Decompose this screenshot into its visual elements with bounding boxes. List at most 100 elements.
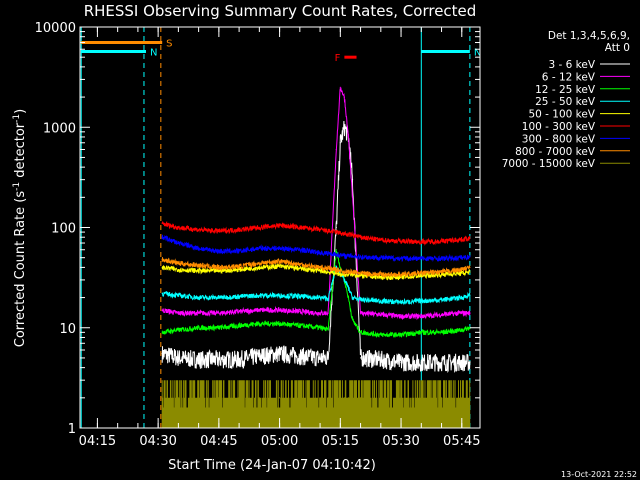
data-point [299, 267, 301, 270]
data-point [420, 331, 422, 333]
data-point [177, 397, 179, 399]
data-point [440, 397, 443, 399]
data-point [347, 255, 350, 257]
data-point [327, 357, 329, 359]
data-point [420, 315, 422, 317]
series-trace [161, 234, 471, 263]
data-point [351, 271, 354, 273]
data-point [299, 295, 301, 298]
data-point [339, 254, 341, 256]
data-point [258, 323, 260, 325]
x-tick-label: 04:30 [139, 434, 176, 449]
data-point [335, 269, 337, 271]
data-point [198, 229, 200, 231]
data-point [343, 279, 345, 281]
data-point [343, 271, 345, 273]
legend-label: 800 - 7000 keV [515, 146, 596, 158]
legend-label: 300 - 800 keV [522, 133, 596, 145]
series-800-7000kev [161, 257, 471, 278]
data-point [343, 233, 345, 235]
data-point [351, 397, 354, 399]
data-point [469, 361, 471, 364]
data-point [258, 266, 260, 268]
data-point [218, 230, 220, 232]
data-point [335, 226, 337, 229]
data-point [177, 226, 179, 229]
data-point [469, 266, 471, 268]
data-point [461, 257, 463, 259]
data-point [177, 294, 179, 297]
data-point [335, 249, 337, 251]
data-point [278, 260, 281, 262]
data-point [177, 262, 179, 264]
data-point [299, 249, 301, 251]
series-300-800kev [161, 234, 471, 263]
data-point [359, 272, 362, 274]
axes: 1 10 100 1000 10000 04:15 04:30 04:45 05:00 05:15… [35, 21, 481, 449]
data-point [347, 233, 350, 236]
data-point [198, 359, 200, 361]
data-point [359, 357, 362, 359]
data-point [319, 327, 321, 329]
data-point [461, 329, 463, 331]
data-point [461, 312, 463, 314]
data-point [420, 257, 422, 260]
data-point [161, 222, 163, 224]
data-point [440, 257, 443, 260]
data-point [351, 196, 354, 198]
series-trace [161, 380, 471, 428]
x-tick-label: 05:15 [322, 434, 359, 449]
data-point [161, 353, 163, 355]
data-point [218, 327, 220, 329]
data-point [380, 397, 382, 399]
data-point [469, 312, 471, 314]
data-point [339, 397, 341, 399]
x-tick-label: 05:30 [382, 434, 419, 449]
data-point [327, 329, 329, 331]
data-point [198, 264, 200, 266]
data-point [469, 256, 471, 258]
data-point [299, 397, 301, 399]
data-point [440, 331, 443, 333]
data-point [327, 271, 329, 273]
series-trace [161, 257, 471, 278]
y-axis-label: Corrected Count Rate (s-1 detector-1) [12, 109, 28, 347]
data-point [359, 312, 362, 314]
data-point [347, 287, 350, 289]
data-point [258, 355, 260, 357]
data-point [278, 323, 281, 325]
data-point [440, 314, 443, 316]
data-point [380, 273, 382, 276]
series-3-6kev [161, 120, 471, 374]
data-point [238, 359, 240, 361]
legend-label: 3 - 6 keV [548, 59, 595, 71]
data-point [351, 179, 354, 181]
data-point [343, 397, 345, 399]
y-tick-label: 1000 [43, 121, 76, 136]
series-7000-15000kev [161, 380, 471, 428]
data-point [461, 238, 463, 241]
data-point [327, 252, 329, 255]
data-point [440, 361, 443, 364]
data-point [420, 397, 422, 399]
data-point [299, 355, 301, 357]
data-point [319, 252, 321, 254]
annotation-label-s: S [166, 39, 172, 50]
data-point [278, 353, 281, 355]
series-100-300kev [161, 220, 471, 246]
data-point [469, 237, 471, 239]
annotation-label-n: N [150, 47, 157, 58]
data-point [339, 270, 341, 272]
data-point [351, 255, 354, 257]
data-point [238, 265, 240, 267]
data-point [347, 136, 350, 138]
data-point [198, 312, 200, 314]
data-point [278, 294, 281, 297]
y-tick-label: 10 [59, 322, 76, 337]
data-point [359, 331, 362, 333]
data-point [380, 300, 382, 302]
data-point [400, 257, 402, 260]
data-point [258, 294, 260, 297]
